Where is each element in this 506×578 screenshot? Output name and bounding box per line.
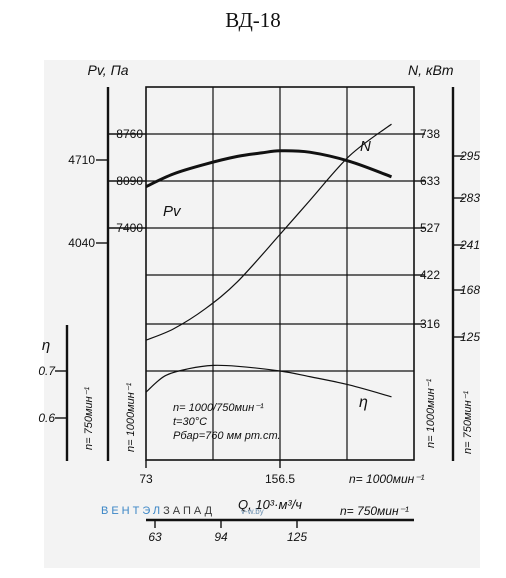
q750-rpm-label: n= 750мин⁻¹ bbox=[340, 504, 409, 518]
annotation-pressure: Рбар=760 мм рт.ст. bbox=[173, 430, 281, 442]
eta-tick-label: 0.7 bbox=[38, 364, 56, 378]
n-tick-label: 738 bbox=[420, 127, 440, 141]
series-eta-label: η bbox=[359, 394, 368, 411]
rpm-label-left: n= 750мин⁻¹ bbox=[83, 387, 95, 450]
pv-tick-label: 8090 bbox=[116, 174, 143, 188]
watermark-part3: v-w.by bbox=[241, 507, 264, 516]
pv750-tick-label: 4040 bbox=[68, 236, 95, 250]
q-rpm-label: n= 1000мин⁻¹ bbox=[349, 472, 425, 486]
n-tick-label: 633 bbox=[420, 174, 440, 188]
eta-axis-label: η bbox=[42, 337, 50, 354]
rpm-label-right: n= 1000мин⁻¹ bbox=[425, 378, 437, 448]
pv-axis-label: Pv, Па bbox=[87, 62, 128, 78]
eta-tick-label: 0.6 bbox=[38, 411, 55, 425]
n750-tick-label: 168 bbox=[460, 283, 480, 297]
n-axis-label: N, кВт bbox=[408, 62, 454, 78]
n750-tick-label: 283 bbox=[459, 191, 480, 205]
q750-tick-label: 94 bbox=[214, 530, 228, 544]
series-n-curve bbox=[145, 123, 392, 341]
watermark-part2: ЗАПАД bbox=[163, 505, 215, 517]
watermark: ВЕНТЭЛЗАПАД v-w.by bbox=[101, 505, 264, 517]
n750-tick-label: 241 bbox=[459, 238, 480, 252]
series-pv-label: Pv bbox=[163, 203, 182, 220]
n-tick-label: 527 bbox=[420, 221, 440, 235]
n-tick-label: 316 bbox=[420, 317, 440, 331]
series-pv-curve bbox=[145, 149, 393, 188]
n-tick-label: 422 bbox=[420, 268, 440, 282]
pv750-tick-label: 4710 bbox=[68, 153, 95, 167]
q750-tick-label: 125 bbox=[287, 530, 307, 544]
chart-background bbox=[44, 60, 480, 568]
rpm-label-right: n= 750мин⁻¹ bbox=[462, 391, 474, 454]
chart-title: ВД-18 bbox=[225, 8, 281, 32]
pv-tick-label: 8760 bbox=[116, 127, 143, 141]
q-tick-label: 156.5 bbox=[265, 472, 295, 486]
rpm-label-left: n= 1000мин⁻¹ bbox=[125, 382, 137, 452]
pv-tick-label: 7400 bbox=[116, 221, 143, 235]
q-axis-label: Q, 10³·м³/ч bbox=[238, 497, 302, 512]
annotation-temperature: t=30°C bbox=[173, 416, 207, 428]
q750-tick-label: 63 bbox=[148, 530, 162, 544]
watermark-part1: ВЕНТЭЛ bbox=[101, 505, 163, 517]
series-n-label: N bbox=[360, 138, 371, 155]
n750-tick-label: 125 bbox=[460, 330, 480, 344]
q-tick-label: 73 bbox=[139, 472, 153, 486]
annotation-rpm: n= 1000/750мин⁻¹ bbox=[173, 402, 264, 414]
n750-tick-label: 295 bbox=[459, 149, 480, 163]
series-eta-curve bbox=[145, 364, 392, 398]
